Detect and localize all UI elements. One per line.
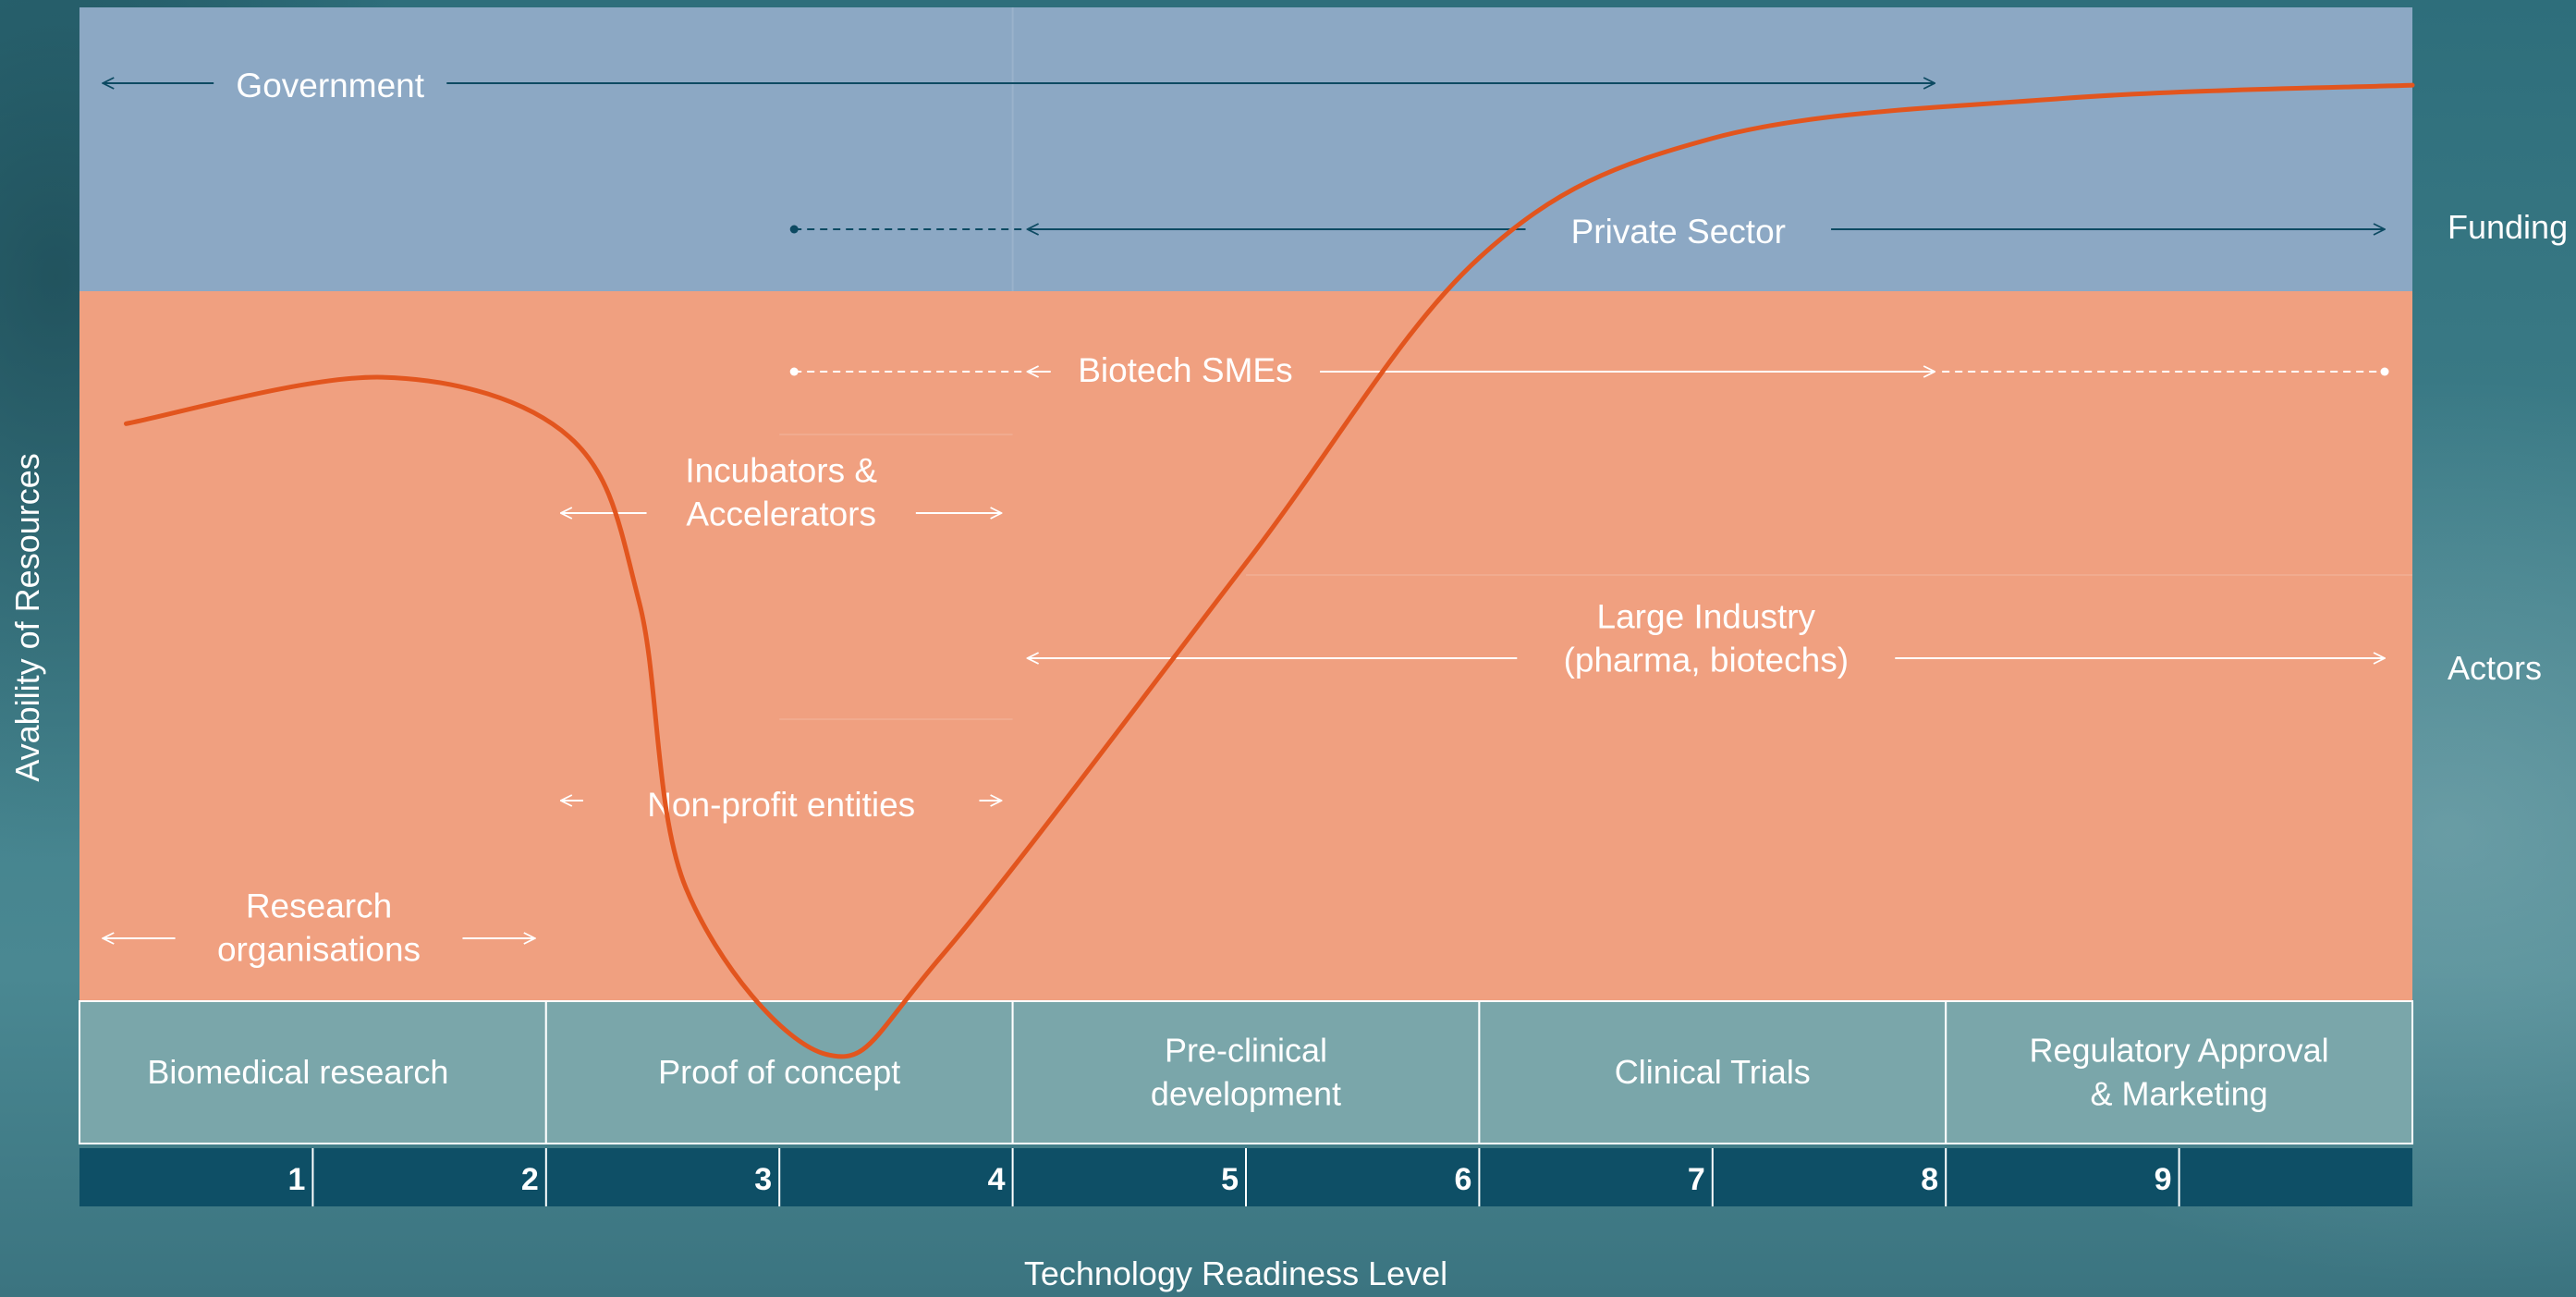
non-profit-label: Non-profit entities bbox=[647, 786, 915, 824]
phase-pre-clinical: Pre-clinical development bbox=[1011, 1000, 1481, 1144]
bar-label-line: Research bbox=[246, 887, 392, 925]
phase-label-line: Biomedical research bbox=[147, 1053, 448, 1091]
phase-label: Pre-clinical development bbox=[1151, 1032, 1341, 1113]
phase-regulatory: Regulatory Approval & Marketing bbox=[1945, 1000, 2413, 1144]
trl-label: 4 bbox=[988, 1162, 1006, 1197]
extension-dot bbox=[789, 225, 799, 234]
research-orgs-label: Research organisations bbox=[217, 887, 421, 969]
biotech-smes-label: Biotech SMEs bbox=[1078, 351, 1292, 389]
bar-label-line: (pharma, biotechs) bbox=[1564, 642, 1849, 679]
biotech-smes-bar: Biotech SMEs bbox=[789, 351, 2389, 389]
grid-lines bbox=[779, 7, 2412, 720]
trl-label: 7 bbox=[1688, 1162, 1705, 1197]
large-industry-bar: Large Industry (pharma, biotechs) bbox=[1028, 598, 2385, 679]
phase-label-line: & Marketing bbox=[2091, 1075, 2268, 1113]
phase-box bbox=[1945, 1000, 2413, 1144]
private-sector-bar: Private Sector bbox=[789, 213, 2385, 251]
bar-label-line: Large Industry bbox=[1597, 598, 1816, 636]
actors-zone bbox=[79, 291, 2412, 1001]
trl-label: 6 bbox=[1454, 1162, 1471, 1197]
incubators-label: Incubators & Accelerators bbox=[685, 452, 877, 533]
phase-row: Biomedical research Proof of concept Pre-c… bbox=[79, 1000, 2413, 1144]
phase-label-line: development bbox=[1151, 1075, 1341, 1113]
phase-box bbox=[1478, 1000, 1947, 1144]
resource-curve bbox=[123, 82, 2415, 1059]
actors-label: Actors bbox=[2448, 649, 2542, 687]
phase-box bbox=[1011, 1000, 1481, 1144]
actor-bars: Government Private Sector Biotech SMEs Incu… bbox=[103, 67, 2389, 969]
y-axis-label: Avability of Resources bbox=[8, 453, 46, 782]
phase-clinical-trials: Clinical Trials bbox=[1478, 1000, 1947, 1144]
phase-label-line: Regulatory Approval bbox=[2029, 1032, 2328, 1070]
bar-label-line: Government bbox=[236, 67, 424, 104]
incubators-bar: Incubators & Accelerators bbox=[561, 452, 1002, 533]
bar-label-line: Incubators & bbox=[685, 452, 877, 490]
trl-label: 5 bbox=[1221, 1162, 1239, 1197]
phase-label-line: Clinical Trials bbox=[1615, 1053, 1811, 1091]
funding-label: Funding bbox=[2448, 208, 2568, 246]
government-bar: Government bbox=[103, 67, 1935, 104]
large-industry-label: Large Industry (pharma, biotechs) bbox=[1564, 598, 1849, 679]
trl-label: 9 bbox=[2155, 1162, 2172, 1197]
trl-label: 3 bbox=[754, 1162, 772, 1197]
phase-biomedical-research: Biomedical research bbox=[79, 1000, 547, 1144]
non-profit-bar: Non-profit entities bbox=[561, 786, 1002, 824]
x-axis-label: Technology Readiness Level bbox=[1024, 1254, 1447, 1292]
phase-label: Biomedical research bbox=[147, 1053, 448, 1091]
government-label: Government bbox=[236, 67, 424, 104]
trl-label: 8 bbox=[1921, 1162, 1938, 1197]
private-sector-label: Private Sector bbox=[1571, 213, 1786, 251]
funding-zone bbox=[79, 7, 2412, 291]
bar-label-line: Non-profit entities bbox=[647, 786, 915, 824]
phase-label: Regulatory Approval & Marketing bbox=[2029, 1032, 2328, 1113]
phase-label: Clinical Trials bbox=[1615, 1053, 1811, 1091]
extension-dot bbox=[789, 367, 799, 376]
bar-label-line: Accelerators bbox=[686, 496, 876, 533]
phase-label: Proof of concept bbox=[658, 1053, 900, 1091]
bar-label-line: Biotech SMEs bbox=[1078, 351, 1292, 389]
trl-label: 1 bbox=[287, 1162, 305, 1197]
extension-dot bbox=[2380, 367, 2389, 376]
bar-label-line: Private Sector bbox=[1571, 213, 1786, 251]
phase-label-line: Pre-clinical bbox=[1165, 1032, 1327, 1070]
bar-label-line: organisations bbox=[217, 931, 421, 969]
phase-box bbox=[79, 1000, 547, 1144]
trl-bar: 1 2 3 4 5 6 7 8 9 bbox=[79, 1148, 2412, 1206]
trl-label: 2 bbox=[521, 1162, 539, 1197]
phase-label-line: Proof of concept bbox=[658, 1053, 900, 1091]
research-orgs-bar: Research organisations bbox=[103, 887, 535, 969]
